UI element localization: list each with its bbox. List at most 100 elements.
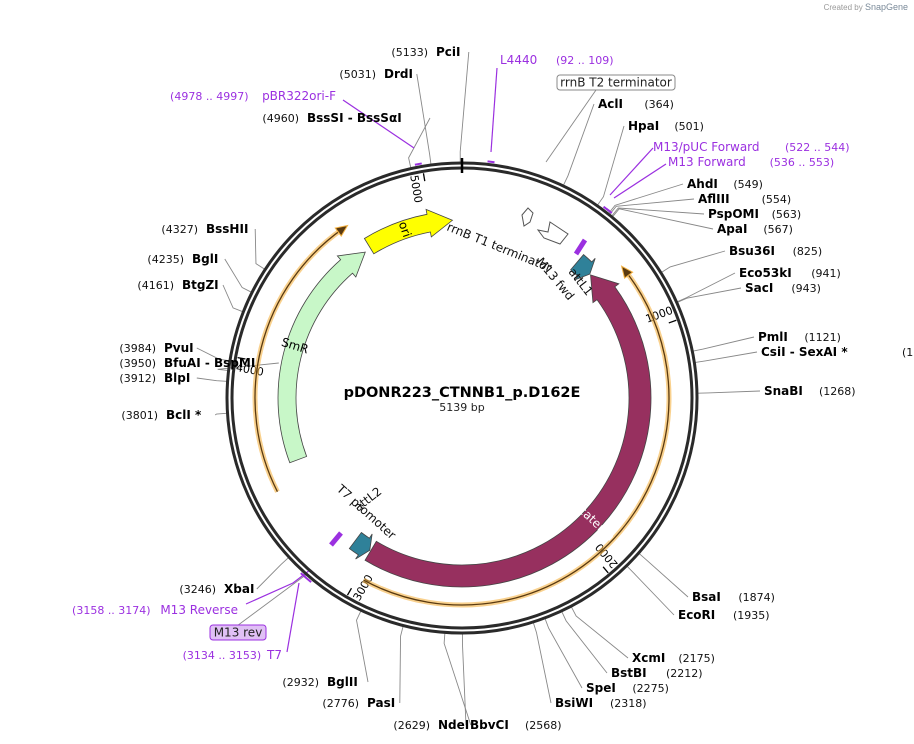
rrnb-t2-terminator-arrow[interactable] <box>521 207 534 227</box>
enzyme-site-bglii[interactable]: BglII (2932) <box>282 675 357 689</box>
feature--catenin[interactable] <box>364 274 652 588</box>
primer-binding-mark[interactable] <box>487 160 495 164</box>
enzyme-position: (4327) <box>161 223 198 236</box>
enzyme-site-pasi[interactable]: PasI (2776) <box>322 696 395 710</box>
enzyme-site-ecori[interactable]: EcoRI (1935) <box>678 608 770 622</box>
plasmid-backbone[interactable] <box>225 158 699 635</box>
primer-m13-reverse[interactable]: M13 Reverse (3158 .. 3174) <box>72 603 238 617</box>
enzyme-site-bsiwi[interactable]: BsiWI (2318) <box>555 696 647 710</box>
orf-track-line[interactable] <box>363 269 670 606</box>
leader-line <box>224 258 252 293</box>
enzyme-name: AclI <box>598 97 623 111</box>
enzyme-site-bcli-[interactable]: BclI * (3801) <box>121 408 202 422</box>
site-labels[interactable]: PciI (5133) DrdI (5031) BssSI - BssSαI (4960)… <box>72 45 914 732</box>
leader-line <box>609 198 695 215</box>
plasmid-length: 5139 bp <box>439 401 484 414</box>
enzyme-site-drdi[interactable]: DrdI (5031) <box>339 67 413 81</box>
primer-leader-line <box>613 163 667 199</box>
enzyme-name: PvuI <box>164 341 194 355</box>
enzyme-position: (2175) <box>678 652 715 665</box>
plasmid-center-label: pDONR223_CTNNB1_p.D162E 5139 bp <box>344 385 581 414</box>
enzyme-position: (2275) <box>632 682 669 695</box>
feature-smr[interactable] <box>277 251 366 464</box>
enzyme-site-xcmi[interactable]: XcmI (2175) <box>632 651 715 665</box>
enzyme-site-bsshii[interactable]: BssHII (4327) <box>161 222 248 236</box>
enzyme-site-bgli[interactable]: BglI (4235) <box>147 252 218 266</box>
enzyme-site-saci[interactable]: SacI (943) <box>745 281 821 295</box>
primer-name: M13 Reverse <box>160 603 238 617</box>
orf-tracks[interactable] <box>252 224 672 608</box>
enzyme-position: (2776) <box>322 697 359 710</box>
enzyme-site-hpai[interactable]: HpaI (501) <box>628 119 704 133</box>
rrnb-t1-terminator-arrow[interactable] <box>536 221 569 245</box>
m13-fwd-primer-bar[interactable] <box>573 238 588 256</box>
plasmid-name: pDONR223_CTNNB1_p.D162E <box>344 385 581 401</box>
enzyme-position: (3246) <box>179 583 216 596</box>
primer-m13-puc-forward[interactable]: M13/pUC Forward (522 .. 544) <box>653 140 850 154</box>
enzyme-site-snabi[interactable]: SnaBI (1268) <box>764 384 856 398</box>
enzyme-site-pspomi[interactable]: PspOMI (563) <box>708 207 801 221</box>
enzyme-site-bstbi[interactable]: BstBI (2212) <box>611 666 703 680</box>
small-features[interactable] <box>300 160 613 583</box>
enzyme-site-bsssi-bsss-i[interactable]: BssSI - BssSαI (4960) <box>262 111 401 125</box>
feature-attl2[interactable] <box>348 531 373 560</box>
enzyme-name: CsiI - SexAI * <box>761 345 848 359</box>
primer-m13-forward[interactable]: M13 Forward (536 .. 553) <box>668 155 834 169</box>
primer-binding-mark[interactable] <box>305 576 312 583</box>
enzyme-site-pmli[interactable]: PmlI (1121) <box>758 330 841 344</box>
enzyme-site-ndei[interactable]: NdeI (2629) <box>393 718 469 732</box>
enzyme-site-blpi[interactable]: BlpI (3912) <box>119 371 190 385</box>
enzyme-site-eco53ki[interactable]: Eco53kI (941) <box>739 266 841 280</box>
enzyme-site-bsu36i[interactable]: Bsu36I (825) <box>729 244 822 258</box>
orf-track-line[interactable] <box>254 227 344 493</box>
enzyme-site-afliii[interactable]: AflIII (554) <box>698 192 791 206</box>
enzyme-position: (3950) <box>119 357 156 370</box>
enzyme-site-bsai[interactable]: BsaI (1874) <box>692 590 775 604</box>
enzyme-site-ahdi[interactable]: AhdI (549) <box>687 177 763 191</box>
boxed-label-rrnb-t2-terminator[interactable]: rrnB T2 terminator <box>556 74 676 91</box>
enzyme-position: (3801) <box>121 409 158 422</box>
leader-line <box>677 287 742 303</box>
feature-ori[interactable] <box>363 208 454 255</box>
enzyme-site-acli[interactable]: AclI (364) <box>598 97 674 111</box>
primer-leader-line <box>342 99 415 149</box>
enzyme-site-pvui[interactable]: PvuI (3984) <box>119 341 193 355</box>
label-text: rrnB T2 terminator <box>560 76 672 90</box>
enzyme-name: AhdI <box>687 177 718 191</box>
enzyme-site-pcii[interactable]: PciI (5133) <box>391 45 460 59</box>
primer-binding-mark[interactable] <box>605 207 613 214</box>
enzyme-site-csii-sexai-[interactable]: CsiI - SexAI * (1161) <box>761 345 914 359</box>
enzyme-site-btgzi[interactable]: BtgZI (4161) <box>137 278 218 292</box>
enzyme-site-spei[interactable]: SpeI (2275) <box>586 681 669 695</box>
t7-promoter-bar[interactable] <box>329 531 343 547</box>
enzyme-name: SacI <box>745 281 773 295</box>
primer-t7[interactable]: T7 (3134 .. 3153) <box>183 648 282 662</box>
leader-line <box>443 633 472 726</box>
boxed-label-m13-rev[interactable]: M13 rev <box>209 624 267 641</box>
enzyme-position: (1121) <box>804 331 841 344</box>
primer-pbr322ori-f[interactable]: pBR322ori-F (4978 .. 4997) <box>170 89 336 103</box>
enzyme-position: (563) <box>772 208 802 221</box>
enzyme-name: ApaI <box>717 222 747 236</box>
credit-prefix: Created by <box>823 3 863 12</box>
enzyme-name: BglII <box>327 675 358 689</box>
enzyme-name: XcmI <box>632 651 665 665</box>
enzyme-site-bbvci[interactable]: BbvCI (2568) <box>470 718 562 732</box>
label-box <box>209 624 267 641</box>
leader-line <box>626 566 675 616</box>
enzyme-name: DrdI <box>384 67 413 81</box>
primer-binding-mark[interactable] <box>300 572 307 579</box>
enzyme-site-bfuai-bspmi[interactable]: BfuAI - BspMI (3950) <box>119 356 255 370</box>
enzyme-position: (1935) <box>733 609 770 622</box>
tick-label: 3000 <box>351 572 376 603</box>
primer-l4440[interactable]: L4440 (92 .. 109) <box>500 53 614 67</box>
enzyme-name: Bsu36I <box>729 244 775 258</box>
primer-binding-mark[interactable] <box>414 162 422 166</box>
leader-line <box>533 622 552 704</box>
enzyme-site-xbai[interactable]: XbaI (3246) <box>179 582 254 596</box>
feature-attl1[interactable] <box>570 254 596 281</box>
leader-line <box>639 553 689 598</box>
enzyme-position: (5133) <box>391 46 428 59</box>
enzyme-site-apai[interactable]: ApaI (567) <box>717 222 793 236</box>
